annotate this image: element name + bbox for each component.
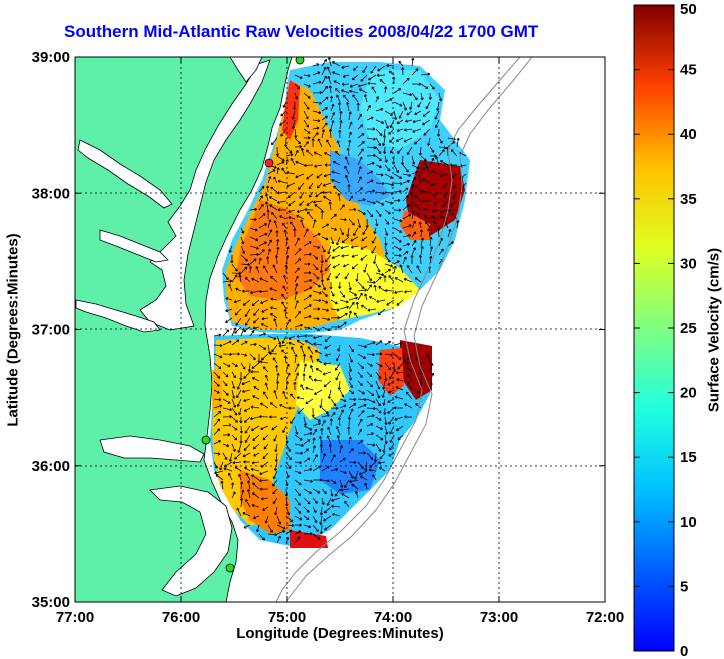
station-marker — [201, 435, 211, 445]
station-marker — [225, 563, 235, 573]
colorbar-tick-label: 35 — [680, 191, 697, 208]
colorbar — [633, 4, 675, 652]
delaware-bay — [229, 57, 263, 83]
map-title: Southern Mid-Atlantic Raw Velocities 200… — [64, 22, 539, 41]
station-marker — [264, 158, 274, 168]
bathymetry-contours — [275, 57, 533, 602]
x-tick-label: 72:00 — [586, 609, 624, 626]
land-mass — [75, 57, 293, 602]
x-tick-label: 73:00 — [480, 609, 518, 626]
colorbar-label: Surface Velocity (cm/s) — [705, 247, 723, 413]
colorbar-ticks: 0 5 10 15 20 25 30 35 40 45 50 — [634, 1, 697, 659]
colorbar-tick-label: 5 — [680, 578, 688, 595]
x-tick-label: 77:00 — [56, 609, 94, 626]
colorbar-tick-label: 40 — [680, 126, 697, 143]
y-tick-label: 38:00 — [32, 185, 70, 202]
james-river — [75, 299, 161, 333]
y-axis-label: Latitude (Degrees:Minutes) — [4, 233, 22, 427]
velocity-arrows — [213, 57, 467, 544]
colorbar-tick-label: 10 — [680, 514, 697, 531]
colorbar-tick-label: 0 — [680, 643, 688, 659]
y-tick-label: 37:00 — [32, 322, 70, 339]
rappahannock-river — [99, 229, 169, 263]
y-axis-ticks: 35:00 36:00 37:00 38:00 39:00 — [32, 49, 605, 611]
station-marker — [295, 57, 305, 65]
colorbar-tick-label: 20 — [680, 385, 697, 402]
x-axis-ticks: 77:00 76:00 75:00 74:00 73:00 72:00 — [56, 57, 624, 626]
colorbar-tick-label: 25 — [680, 320, 697, 337]
colorbar-tick-label: 15 — [680, 449, 697, 466]
colorbar-tick-label: 45 — [680, 62, 697, 79]
x-axis-label: Longitude (Degrees:Minutes) — [236, 625, 444, 642]
x-tick-label: 74:00 — [374, 609, 412, 626]
x-tick-label: 76:00 — [162, 609, 200, 626]
chesapeake-bay — [139, 59, 271, 331]
y-tick-label: 39:00 — [32, 49, 70, 66]
albemarle-sound — [99, 435, 205, 463]
y-tick-label: 35:00 — [32, 594, 70, 611]
y-tick-label: 36:00 — [32, 458, 70, 475]
potomac-river — [77, 139, 173, 209]
colorbar-tick-label: 30 — [680, 255, 697, 272]
x-tick-label: 75:00 — [268, 609, 306, 626]
colorbar-tick-label: 50 — [680, 1, 697, 18]
map-gridlines — [75, 57, 605, 602]
velocity-vectors — [213, 57, 467, 544]
pamlico-sound — [149, 485, 233, 597]
